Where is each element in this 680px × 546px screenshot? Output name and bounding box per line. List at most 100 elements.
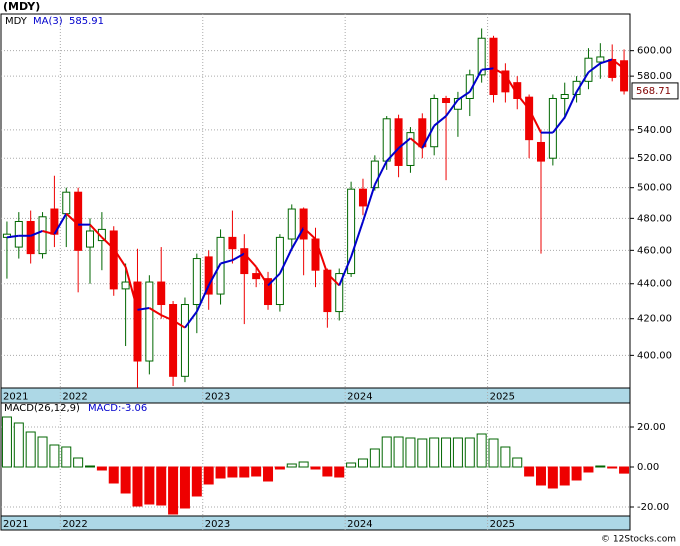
macd-bar [191, 466, 202, 497]
panel [0, 13, 631, 389]
macd-bar [263, 466, 274, 482]
y-tick-label: 540.00 [637, 125, 672, 136]
macd-bar [524, 466, 535, 477]
macd-bar [452, 437, 463, 468]
macd-bar [322, 466, 333, 477]
candle-body [86, 230, 95, 248]
macd-bar [203, 466, 214, 485]
ma-segment [373, 160, 388, 186]
candle-body [157, 281, 166, 306]
ma-segment [184, 310, 198, 329]
macd-bar [429, 437, 440, 468]
macd-bar [488, 438, 499, 468]
candle-body [358, 188, 367, 207]
macd-legend: MACD:-3.06 [88, 403, 147, 414]
y-tick-label: 500.00 [637, 183, 672, 194]
y-tick-label: 580.00 [637, 71, 672, 82]
ma-segment [231, 252, 245, 262]
x-tick-label: 2022 [62, 519, 87, 530]
macd-bar [500, 446, 511, 468]
ma-segment [290, 227, 305, 250]
macd-bar [417, 438, 428, 468]
candle-body [299, 208, 308, 240]
macd-bar [346, 462, 357, 468]
x-tick-label: 2025 [490, 392, 515, 403]
ma-segment [575, 71, 590, 93]
ma-segment [504, 74, 519, 96]
macd-bar [120, 466, 131, 494]
ma-segment [611, 58, 625, 70]
macd-bar [37, 436, 48, 468]
x-tick-label: 2022 [62, 392, 87, 403]
x-tick-label: 2021 [3, 519, 28, 530]
candle-body [287, 208, 296, 240]
macd-bar [369, 448, 380, 468]
last-price-box [631, 82, 679, 100]
x-axis-band [0, 515, 631, 531]
ma-segment [362, 184, 376, 222]
ma-segment [326, 272, 340, 287]
ma-segment [445, 99, 459, 117]
candle-body [192, 258, 201, 306]
macd-bar [85, 465, 96, 468]
ma-segment [255, 266, 269, 286]
ma-segment [195, 285, 210, 312]
candle-body [180, 304, 189, 377]
candle-body [216, 236, 225, 295]
y-tick-label: 600.00 [637, 46, 672, 57]
macd-bar [583, 466, 594, 473]
candle-body [347, 188, 356, 275]
legend-ma-value: 585.91 [69, 16, 104, 27]
y-tick-label: 460.00 [637, 245, 672, 256]
candle-body [275, 236, 284, 306]
candle-body [323, 269, 332, 313]
ma-segment [338, 256, 353, 286]
candle-body [240, 248, 249, 275]
ma-segment [148, 307, 162, 316]
candle-body [406, 132, 415, 166]
legend-ticker: MDY [5, 16, 28, 27]
ma-segment [457, 91, 471, 101]
macd-bar [607, 466, 618, 469]
ma-segment [172, 319, 186, 329]
macd-bar [73, 457, 84, 468]
macd-bar [96, 466, 107, 471]
candle-body [62, 191, 71, 215]
macd-bar [25, 431, 36, 468]
macd-bar [334, 466, 345, 478]
macd-bar [298, 461, 309, 468]
y-tick-label: 480.00 [637, 213, 672, 224]
ma-segment [243, 252, 257, 268]
y-tick-label: 420.00 [637, 314, 672, 325]
macd-bar [464, 437, 475, 468]
macd-bar [535, 466, 546, 486]
candle-body [264, 278, 273, 306]
ma-segment [385, 147, 400, 162]
candle-body [109, 230, 118, 290]
candle-body [14, 220, 23, 248]
x-tick-label: 2024 [347, 519, 372, 530]
ma-segment [30, 230, 43, 237]
x-tick-label: 2023 [205, 392, 230, 403]
ma-segment [563, 91, 578, 118]
macd-bar [1, 416, 12, 468]
x-axis-band [0, 387, 631, 404]
candle-body [442, 97, 451, 104]
macd-bar [286, 463, 297, 468]
ma-segment [137, 307, 150, 311]
ma-segment [468, 69, 483, 93]
ma-segment [350, 221, 364, 258]
macd-bar [595, 465, 606, 468]
ma-segment [42, 230, 55, 236]
ma-segment [433, 115, 447, 127]
macd-bar [168, 466, 179, 515]
candle-body [335, 273, 344, 313]
macd-bar [144, 466, 155, 505]
macd-bar [559, 466, 570, 486]
macd-bar [239, 466, 250, 478]
candle-body [228, 236, 237, 250]
candle-body [252, 273, 261, 280]
ma-segment [314, 238, 329, 274]
macd-bar [179, 466, 190, 509]
macd-bar [108, 466, 119, 484]
